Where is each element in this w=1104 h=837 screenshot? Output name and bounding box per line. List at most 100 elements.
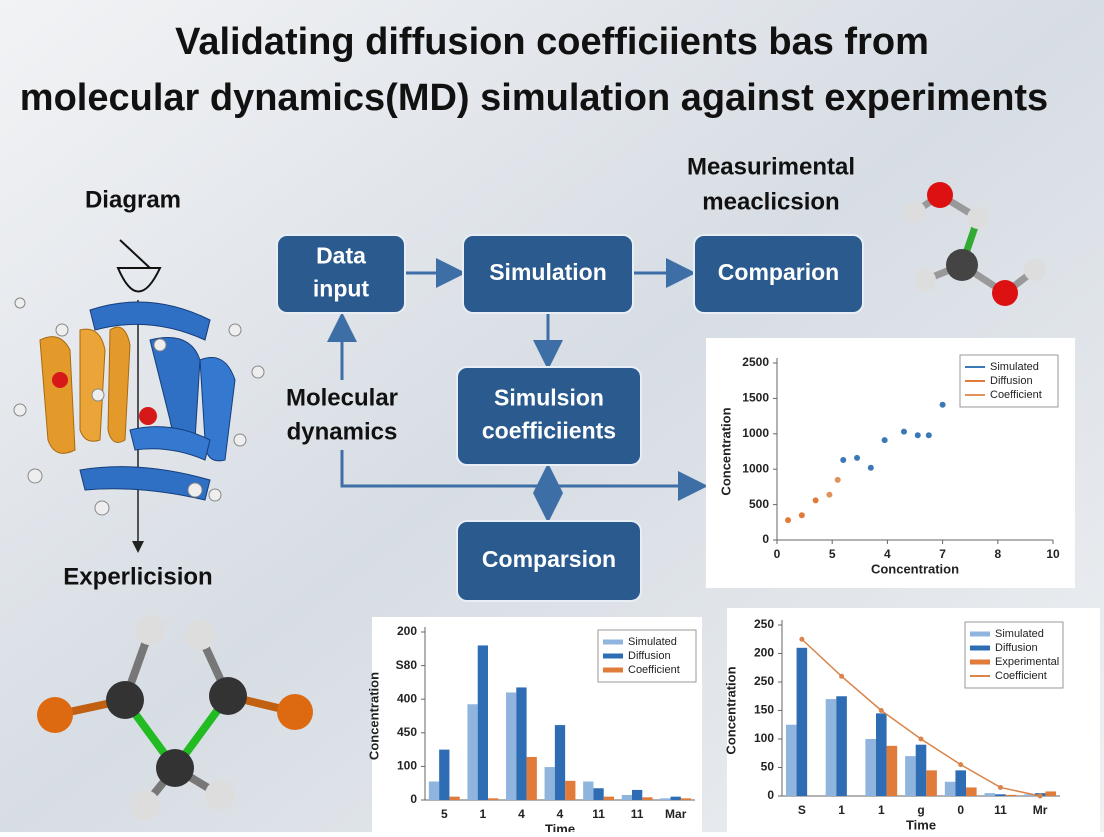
y-tick-label: 100 (397, 759, 417, 773)
scatter-point (834, 476, 841, 483)
y-tick-label: 1000 (742, 461, 769, 475)
legend-label: Experimental (995, 656, 1059, 668)
node-label: Simulation (489, 259, 607, 285)
bar (836, 696, 847, 796)
scatter-point (798, 512, 805, 519)
x-tick-label: 1 (480, 807, 487, 821)
bar (944, 781, 956, 796)
bar (966, 787, 977, 796)
x-tick-label: 0 (957, 803, 964, 817)
y-tick-label: 250 (754, 674, 774, 688)
bar (565, 780, 576, 800)
y-axis-label: Concentration (718, 407, 733, 495)
y-tick-label: 100 (754, 731, 774, 745)
bar (905, 756, 916, 796)
scatter-point (900, 428, 907, 435)
bar (632, 789, 643, 800)
bar (544, 767, 555, 800)
x-tick-label: S (798, 803, 806, 817)
flow-arrows (327, 258, 708, 523)
title-line: Validating diffusion coefficiients bas f… (175, 21, 929, 63)
x-tick-label: 10 (1046, 547, 1060, 561)
bar (439, 749, 450, 800)
bar (660, 798, 671, 800)
chart: 0 500 1000 1000 1500 2500 Concentration Concent… (706, 338, 1075, 588)
line-point (1037, 793, 1043, 799)
bar (875, 713, 887, 796)
protein-illustration (13, 239, 265, 553)
line-point (799, 636, 805, 642)
bar (506, 692, 517, 800)
legend-label: Coefficient (990, 389, 1042, 401)
molecule-illustration (904, 182, 1046, 306)
label: Molecular (286, 384, 398, 411)
bar (516, 687, 527, 800)
bar (477, 645, 488, 800)
flow-node (276, 234, 406, 314)
y-axis-label: Concentration (723, 666, 738, 754)
label: Measurimental (687, 153, 855, 180)
scatter-point (854, 454, 861, 461)
y-tick-label: 1000 (742, 426, 769, 440)
node-label: input (313, 276, 370, 302)
flow-node (693, 234, 864, 314)
title-line: molecular dynamics(MD) simulation agains… (20, 77, 1048, 119)
scatter-point (785, 517, 792, 524)
x-tick-label: 5 (829, 547, 836, 561)
legend-label: Simulated (990, 361, 1039, 373)
scatter-point (925, 432, 932, 439)
y-tick-label: 50 (761, 760, 775, 774)
bar (915, 744, 927, 796)
y-tick-label: 200 (397, 624, 417, 638)
x-tick-label: 4 (518, 807, 525, 821)
bar (1045, 791, 1057, 796)
y-tick-label: S80 (396, 658, 418, 672)
bar (428, 781, 440, 800)
legend-label: Diffusion (990, 375, 1033, 387)
line-point (918, 736, 924, 742)
scatter-point (881, 437, 888, 444)
line-point (878, 708, 884, 713)
bar (886, 745, 898, 796)
label: dynamics (287, 418, 398, 445)
scatter-point (867, 464, 874, 471)
bar (995, 794, 1006, 796)
x-tick-label: 11 (592, 807, 605, 821)
y-tick-label: 200 (754, 646, 774, 660)
legend-label: Diffusion (628, 650, 671, 662)
x-tick-label: Mar (665, 807, 687, 821)
x-tick-label: Mr (1033, 803, 1048, 817)
scatter-point (826, 491, 833, 498)
x-tick-label: 8 (994, 547, 1001, 561)
bar (603, 796, 614, 800)
x-tick-label: g (917, 803, 924, 817)
x-tick-label: 0 (774, 547, 781, 561)
label: Experlicision (63, 563, 212, 590)
y-tick-label: 0 (767, 788, 774, 802)
y-tick-label: 0 (762, 532, 769, 546)
legend-label: Coefficient (628, 664, 680, 676)
x-tick-label: 11 (994, 803, 1007, 817)
bar (680, 798, 692, 800)
line-point (958, 762, 964, 768)
node-label: Data (316, 243, 366, 269)
x-axis-label: Time (545, 821, 575, 832)
bar (1024, 794, 1035, 796)
chart: 0 100 450 400 S80 200 Time Concentration 5 1 4 4 11 1… (366, 617, 702, 836)
label: Diagram (85, 186, 181, 213)
bar (955, 770, 967, 796)
flow-node (462, 234, 634, 314)
legend-label: Simulated (628, 636, 677, 648)
scatter-point (914, 432, 921, 439)
y-tick-label: 0 (410, 792, 417, 806)
node-label: coefficiients (482, 418, 616, 444)
bar (825, 699, 837, 796)
bar (796, 647, 808, 796)
x-tick-label: 7 (939, 547, 946, 561)
bar (642, 797, 653, 800)
line-point (997, 784, 1003, 790)
scatter-point (840, 456, 847, 463)
node-label: Simulsion (494, 385, 604, 411)
